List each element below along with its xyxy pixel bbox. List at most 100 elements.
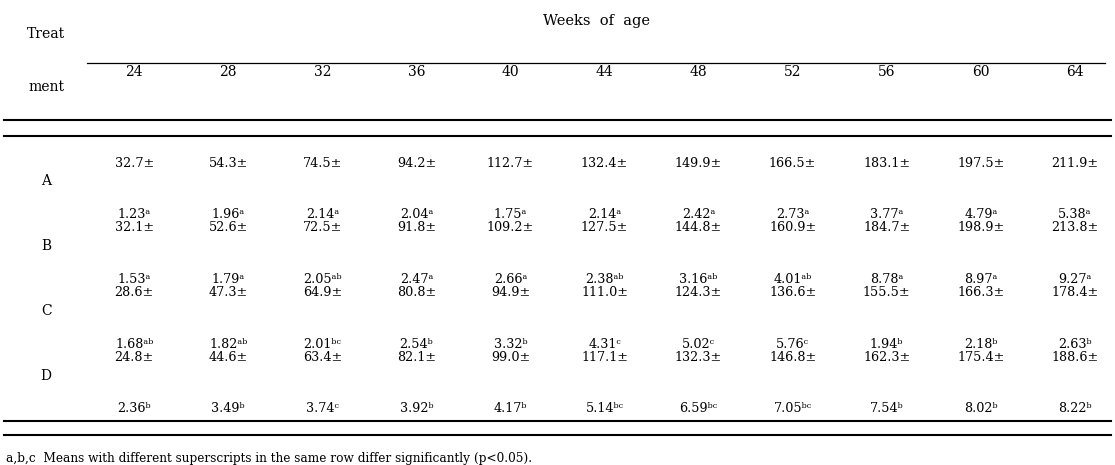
Text: ment: ment: [28, 80, 65, 94]
Text: 3.77ᵃ: 3.77ᵃ: [870, 208, 903, 221]
Text: 54.3±: 54.3±: [209, 157, 248, 170]
Text: 211.9±: 211.9±: [1051, 157, 1098, 170]
Text: 166.3±: 166.3±: [957, 286, 1005, 299]
Text: 197.5±: 197.5±: [957, 157, 1005, 170]
Text: D: D: [41, 369, 51, 383]
Text: 146.8±: 146.8±: [769, 351, 816, 364]
Text: 2.47ᵃ: 2.47ᵃ: [399, 273, 433, 286]
Text: 1.53ᵃ: 1.53ᵃ: [117, 273, 151, 286]
Text: 64.9±: 64.9±: [302, 286, 342, 299]
Text: 5.02ᶜ: 5.02ᶜ: [682, 338, 715, 351]
Text: 1.94ᵇ: 1.94ᵇ: [870, 338, 903, 351]
Text: 82.1±: 82.1±: [397, 351, 436, 364]
Text: 28.6±: 28.6±: [115, 286, 154, 299]
Text: 99.0±: 99.0±: [491, 351, 530, 364]
Text: 1.68ᵃᵇ: 1.68ᵃᵇ: [115, 338, 154, 351]
Text: 188.6±: 188.6±: [1051, 351, 1098, 364]
Text: Weeks  of  age: Weeks of age: [543, 13, 650, 28]
Text: 183.1±: 183.1±: [863, 157, 910, 170]
Text: 8.78ᵃ: 8.78ᵃ: [870, 273, 903, 286]
Text: C: C: [41, 304, 51, 318]
Text: 8.97ᵃ: 8.97ᵃ: [964, 273, 998, 286]
Text: 1.75ᵃ: 1.75ᵃ: [494, 208, 527, 221]
Text: 63.4±: 63.4±: [302, 351, 342, 364]
Text: 52.6±: 52.6±: [209, 221, 248, 234]
Text: 136.6±: 136.6±: [769, 286, 816, 299]
Text: 7.05ᵇᶜ: 7.05ᵇᶜ: [774, 402, 812, 415]
Text: 47.3±: 47.3±: [209, 286, 248, 299]
Text: 178.4±: 178.4±: [1051, 286, 1098, 299]
Text: 24.8±: 24.8±: [115, 351, 154, 364]
Text: 5.76ᶜ: 5.76ᶜ: [776, 338, 809, 351]
Text: 144.8±: 144.8±: [675, 221, 723, 234]
Text: 2.14ᵃ: 2.14ᵃ: [306, 208, 339, 221]
Text: 4.17ᵇ: 4.17ᵇ: [494, 402, 527, 415]
Text: 72.5±: 72.5±: [302, 221, 342, 234]
Text: 162.3±: 162.3±: [863, 351, 910, 364]
Text: 109.2±: 109.2±: [487, 221, 534, 234]
Text: 127.5±: 127.5±: [581, 221, 628, 234]
Text: 155.5±: 155.5±: [863, 286, 911, 299]
Text: 5.14ᵇᶜ: 5.14ᵇᶜ: [585, 402, 623, 415]
Text: 132.4±: 132.4±: [581, 157, 628, 170]
Text: 36: 36: [408, 65, 425, 79]
Text: 1.82ᵃᵇ: 1.82ᵃᵇ: [210, 338, 248, 351]
Text: 4.01ᵃᵇ: 4.01ᵃᵇ: [774, 273, 812, 286]
Text: B: B: [41, 239, 51, 253]
Text: 94.9±: 94.9±: [491, 286, 530, 299]
Text: 1.79ᵃ: 1.79ᵃ: [212, 273, 245, 286]
Text: 3.74ᶜ: 3.74ᶜ: [306, 402, 339, 415]
Text: 175.4±: 175.4±: [957, 351, 1005, 364]
Text: a,b,c  Means with different superscripts in the same row differ significantly (p: a,b,c Means with different superscripts …: [7, 452, 533, 465]
Text: 60: 60: [972, 65, 989, 79]
Text: 32.7±: 32.7±: [115, 157, 154, 170]
Text: 166.5±: 166.5±: [769, 157, 816, 170]
Text: 7.54ᵇ: 7.54ᵇ: [870, 402, 903, 415]
Text: 4.79ᵃ: 4.79ᵃ: [964, 208, 998, 221]
Text: 111.0±: 111.0±: [581, 286, 628, 299]
Text: 149.9±: 149.9±: [675, 157, 723, 170]
Text: 2.73ᵃ: 2.73ᵃ: [776, 208, 809, 221]
Text: 4.31ᶜ: 4.31ᶜ: [588, 338, 621, 351]
Text: 198.9±: 198.9±: [957, 221, 1005, 234]
Text: 94.2±: 94.2±: [397, 157, 436, 170]
Text: 5.38ᵃ: 5.38ᵃ: [1058, 208, 1092, 221]
Text: 3.32ᵇ: 3.32ᵇ: [494, 338, 527, 351]
Text: 160.9±: 160.9±: [769, 221, 816, 234]
Text: 3.49ᵇ: 3.49ᵇ: [212, 402, 245, 415]
Text: 1.23ᵃ: 1.23ᵃ: [117, 208, 151, 221]
Text: 2.18ᵇ: 2.18ᵇ: [964, 338, 998, 351]
Text: 64: 64: [1066, 65, 1084, 79]
Text: 2.42ᵃ: 2.42ᵃ: [682, 208, 716, 221]
Text: A: A: [41, 174, 51, 188]
Text: 2.14ᵃ: 2.14ᵃ: [588, 208, 621, 221]
Text: 2.54ᵇ: 2.54ᵇ: [399, 338, 434, 351]
Text: 44: 44: [595, 65, 613, 79]
Text: 2.01ᵇᶜ: 2.01ᵇᶜ: [303, 338, 341, 351]
Text: 44.6±: 44.6±: [209, 351, 248, 364]
Text: 2.36ᵇ: 2.36ᵇ: [117, 402, 151, 415]
Text: 9.27ᵃ: 9.27ᵃ: [1058, 273, 1092, 286]
Text: 132.3±: 132.3±: [675, 351, 723, 364]
Text: 56: 56: [878, 65, 895, 79]
Text: 8.22ᵇ: 8.22ᵇ: [1058, 402, 1092, 415]
Text: 8.02ᵇ: 8.02ᵇ: [964, 402, 998, 415]
Text: 32: 32: [313, 65, 331, 79]
Text: 91.8±: 91.8±: [397, 221, 436, 234]
Text: 1.96ᵃ: 1.96ᵃ: [212, 208, 245, 221]
Text: 3.16ᵃᵇ: 3.16ᵃᵇ: [679, 273, 718, 286]
Text: 2.04ᵃ: 2.04ᵃ: [399, 208, 433, 221]
Text: 117.1±: 117.1±: [581, 351, 628, 364]
Text: 2.63ᵇ: 2.63ᵇ: [1058, 338, 1092, 351]
Text: 213.8±: 213.8±: [1051, 221, 1098, 234]
Text: 48: 48: [690, 65, 707, 79]
Text: 80.8±: 80.8±: [397, 286, 436, 299]
Text: 2.66ᵃ: 2.66ᵃ: [494, 273, 527, 286]
Text: 6.59ᵇᶜ: 6.59ᵇᶜ: [679, 402, 718, 415]
Text: 28: 28: [220, 65, 237, 79]
Text: 124.3±: 124.3±: [675, 286, 723, 299]
Text: 52: 52: [784, 65, 802, 79]
Text: 3.92ᵇ: 3.92ᵇ: [399, 402, 434, 415]
Text: 184.7±: 184.7±: [863, 221, 910, 234]
Text: 32.1±: 32.1±: [115, 221, 154, 234]
